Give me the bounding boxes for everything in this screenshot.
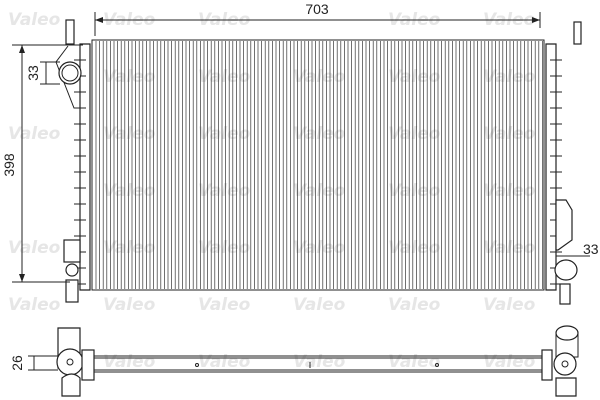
outlet-diameter-label: 33: [583, 241, 599, 257]
watermark-text: Valeo: [198, 352, 251, 372]
watermark-text: Valeo: [103, 295, 156, 315]
top-filler-neck: [65, 19, 75, 45]
side-right-pin: [555, 377, 577, 397]
watermark-text: Valeo: [198, 295, 251, 315]
watermark-text: Valeo: [388, 352, 441, 372]
watermark-text: Valeo: [8, 295, 61, 315]
watermark-text: Valeo: [293, 352, 346, 372]
right-tank: [545, 43, 557, 291]
side-marker: [435, 363, 439, 367]
radiator-fins: [95, 41, 543, 289]
side-outlet-pipe: [555, 325, 579, 341]
watermark-text: Valeo: [388, 67, 441, 87]
depth-label: 26: [9, 355, 25, 371]
lower-right-pin: [559, 283, 571, 305]
left-tank: [79, 43, 91, 291]
watermark-text: Valeo: [198, 181, 251, 201]
side-right-flange: [541, 349, 553, 381]
outlet-housing: [555, 199, 573, 251]
watermark-text: Valeo: [388, 295, 441, 315]
inlet-pipe-inner: [61, 64, 79, 82]
side-left-tank-hole: [66, 358, 74, 366]
radiator-core: [91, 39, 545, 291]
side-left-pin: [61, 373, 81, 397]
side-right-tank-hole: [561, 360, 569, 368]
watermark-text: Valeo: [388, 181, 441, 201]
watermark-text: Valeo: [8, 124, 61, 144]
width-label: 703: [305, 1, 329, 17]
watermark-text: Valeo: [103, 124, 156, 144]
watermark-text: Valeo: [483, 295, 536, 315]
watermark-text: Valeo: [388, 124, 441, 144]
lower-left-bracket: [63, 239, 81, 263]
watermark-text: Valeo: [198, 238, 251, 258]
watermark-text: Valeo: [103, 181, 156, 201]
watermark-text: Valeo: [483, 124, 536, 144]
watermark-text: Valeo: [483, 238, 536, 258]
watermark-text: Valeo: [103, 238, 156, 258]
watermark-text: Valeo: [483, 352, 536, 372]
side-marker: [195, 363, 199, 367]
right-top-pin: [573, 21, 582, 45]
inlet-housing: [55, 45, 80, 109]
inlet-diameter-label: 33: [25, 65, 41, 81]
drain-plug: [65, 263, 79, 277]
side-view: 26: [9, 325, 579, 397]
side-left-flange: [81, 349, 95, 381]
watermark-text: Valeo: [8, 238, 61, 258]
watermark-text: Valeo: [8, 10, 61, 30]
watermark-text: Valeo: [293, 295, 346, 315]
height-label: 398: [1, 153, 17, 177]
side-left-tank: [56, 348, 84, 376]
watermark-text: Valeo: [103, 67, 156, 87]
watermark-text: Valeo: [198, 67, 251, 87]
watermark-text: Valeo: [388, 238, 441, 258]
side-right-tank: [553, 352, 577, 376]
lower-left-pin: [65, 279, 79, 303]
watermark-text: Valeo: [103, 352, 156, 372]
watermark-text: Valeo: [198, 124, 251, 144]
watermark-text: Valeo: [483, 67, 536, 87]
watermark-text: Valeo: [483, 181, 536, 201]
outlet-pipe: [554, 259, 578, 281]
